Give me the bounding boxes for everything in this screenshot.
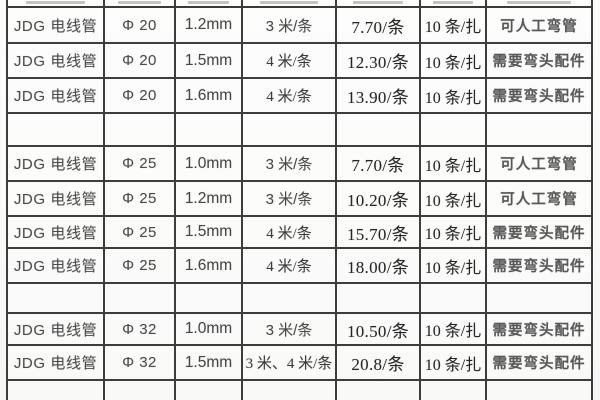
- cell-length: 4 米/条: [243, 249, 337, 284]
- cell-note: 需要弯头配件: [487, 346, 593, 381]
- cell-product-name: JDG 电线管: [8, 217, 105, 249]
- cell-note: 需要弯头配件: [487, 314, 593, 346]
- cell-unit-price: 7.70/条: [337, 8, 421, 44]
- cell-wall-thickness: 1.6mm: [176, 79, 243, 114]
- cropped-cell: [176, 0, 243, 8]
- cell-wall-thickness: [176, 284, 243, 314]
- cell-length: 3 米/条: [243, 182, 337, 217]
- cell-product-name: [8, 114, 105, 147]
- cropped-cell: [243, 0, 337, 8]
- cell-note: 需要弯头配件: [487, 79, 593, 114]
- cell-diameter: Φ 25: [105, 182, 176, 217]
- cropped-cell: [337, 0, 421, 8]
- cell-diameter: Φ 20: [105, 79, 176, 114]
- cell-unit-price: 18.00/条: [337, 249, 421, 284]
- cell-product-name: JDG 电线管: [8, 79, 105, 114]
- cell-wall-thickness: 1.5mm: [176, 217, 243, 249]
- cell-note: 可人工弯管: [487, 147, 593, 182]
- cell-bundle-qty: 10 条/扎: [421, 314, 487, 346]
- cell-length: [243, 284, 337, 314]
- cell-diameter: [105, 381, 176, 400]
- cell-product-name: JDG 电线管: [8, 44, 105, 79]
- cell-diameter: Φ 25: [105, 217, 176, 249]
- cell-bundle-qty: [421, 381, 487, 400]
- cell-unit-price: 15.70/条: [337, 217, 421, 249]
- cell-note: 需要弯头配件: [487, 249, 593, 284]
- cell-diameter: [105, 114, 176, 147]
- cell-unit-price: 10.20/条: [337, 182, 421, 217]
- cell-product-name: JDG 电线管: [8, 346, 105, 381]
- cell-wall-thickness: [176, 381, 243, 400]
- cell-length: 3 米、4 米/条: [243, 346, 337, 381]
- cell-unit-price: [337, 381, 421, 400]
- cropped-cell: [105, 0, 176, 8]
- cell-bundle-qty: 10 条/扎: [421, 182, 487, 217]
- cell-product-name: JDG 电线管: [8, 182, 105, 217]
- cell-length: 4 米/条: [243, 217, 337, 249]
- cell-unit-price: 10.50/条: [337, 314, 421, 346]
- cell-wall-thickness: 1.0mm: [176, 147, 243, 182]
- cell-bundle-qty: 10 条/扎: [421, 217, 487, 249]
- cell-product-name: JDG 电线管: [8, 249, 105, 284]
- cell-product-name: JDG 电线管: [8, 8, 105, 44]
- cell-wall-thickness: 1.5mm: [176, 346, 243, 381]
- cell-unit-price: 13.90/条: [337, 79, 421, 114]
- cell-bundle-qty: 10 条/扎: [421, 8, 487, 44]
- cell-note: [487, 284, 593, 314]
- cell-diameter: Φ 32: [105, 346, 176, 381]
- cell-length: 3 米/条: [243, 8, 337, 44]
- cell-note: 可人工弯管: [487, 182, 593, 217]
- cell-bundle-qty: 10 条/扎: [421, 147, 487, 182]
- cell-unit-price: 7.70/条: [337, 147, 421, 182]
- cell-note: 需要弯头配件: [487, 44, 593, 79]
- cell-wall-thickness: 1.0mm: [176, 314, 243, 346]
- price-table: JDG 电线管 Φ 20 1.2mm 3 米/条 7.70/条 10 条/扎 可…: [6, 0, 595, 400]
- cell-note: [487, 114, 593, 147]
- cropped-cell: [487, 0, 593, 8]
- cropped-cell: [421, 0, 487, 8]
- cell-diameter: Φ 20: [105, 8, 176, 44]
- cell-product-name: JDG 电线管: [8, 314, 105, 346]
- cell-diameter: Φ 25: [105, 147, 176, 182]
- cell-bundle-qty: [421, 114, 487, 147]
- cell-note: 需要弯头配件: [487, 217, 593, 249]
- cell-product-name: JDG 电线管: [8, 147, 105, 182]
- cell-note: [487, 381, 593, 400]
- cell-length: 3 米/条: [243, 314, 337, 346]
- cropped-cell: [8, 0, 105, 8]
- cell-diameter: Φ 32: [105, 314, 176, 346]
- cell-length: 4 米/条: [243, 79, 337, 114]
- cell-bundle-qty: 10 条/扎: [421, 346, 487, 381]
- cell-length: [243, 381, 337, 400]
- cell-product-name: [8, 284, 105, 314]
- cell-unit-price: [337, 284, 421, 314]
- cell-bundle-qty: 10 条/扎: [421, 249, 487, 284]
- cell-wall-thickness: 1.2mm: [176, 8, 243, 44]
- cell-unit-price: 20.8/条: [337, 346, 421, 381]
- cell-length: 3 米/条: [243, 147, 337, 182]
- cell-unit-price: [337, 114, 421, 147]
- cell-diameter: [105, 284, 176, 314]
- cell-wall-thickness: 1.5mm: [176, 44, 243, 79]
- cell-diameter: Φ 20: [105, 44, 176, 79]
- cell-bundle-qty: 10 条/扎: [421, 44, 487, 79]
- cell-wall-thickness: 1.6mm: [176, 249, 243, 284]
- cell-length: 4 米/条: [243, 44, 337, 79]
- cell-diameter: Φ 25: [105, 249, 176, 284]
- cell-bundle-qty: [421, 284, 487, 314]
- cell-product-name: [8, 381, 105, 400]
- cell-bundle-qty: 10 条/扎: [421, 79, 487, 114]
- cell-wall-thickness: 1.2mm: [176, 182, 243, 217]
- cell-wall-thickness: [176, 114, 243, 147]
- cell-unit-price: 12.30/条: [337, 44, 421, 79]
- cell-length: [243, 114, 337, 147]
- cell-note: 可人工弯管: [487, 8, 593, 44]
